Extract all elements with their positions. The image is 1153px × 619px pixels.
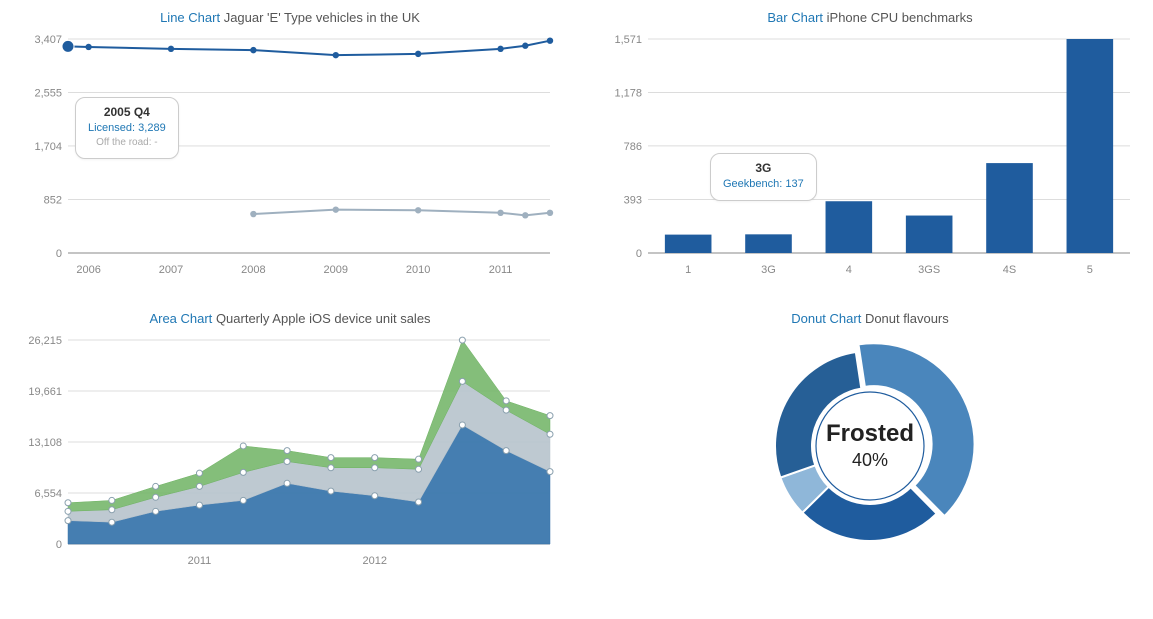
bar-chart-type-label: Bar Chart [767, 10, 823, 25]
svg-text:5: 5 [1087, 264, 1093, 276]
svg-text:2009: 2009 [324, 264, 348, 276]
donut-center-name: Frosted [800, 420, 940, 448]
svg-text:0: 0 [56, 539, 62, 551]
svg-text:2007: 2007 [159, 264, 183, 276]
svg-text:2010: 2010 [406, 264, 430, 276]
donut-chart-title: Donut Chart Donut flavours [600, 311, 1140, 326]
tooltip-header: 2005 Q4 [88, 104, 166, 121]
svg-text:0: 0 [636, 248, 642, 260]
donut-chart-area[interactable]: Frosted 40% [600, 332, 1140, 552]
svg-text:19,661: 19,661 [28, 386, 62, 398]
area-chart-subtitle: Quarterly Apple iOS device unit sales [216, 311, 431, 326]
line-chart-tooltip: 2005 Q4 Licensed: 3,289 Off the road: - [75, 97, 179, 159]
area-chart-type-label: Area Chart [149, 311, 212, 326]
tooltip-value: Licensed: 3,289 [88, 121, 166, 136]
line-chart-type-label: Line Chart [160, 10, 220, 25]
bar-chart-subtitle: iPhone CPU benchmarks [827, 10, 973, 25]
bar-chart-area[interactable]: 0 393 786 1,178 1,571 1 3G 4 3GS 4S 5 3G Geekbench… [600, 31, 1140, 281]
line-chart-title: Line Chart Jaguar 'E' Type vehicles in t… [20, 10, 560, 25]
svg-text:1: 1 [685, 264, 691, 276]
area-chart-area[interactable]: 0 6,554 13,108 19,661 26,215 2011 2012 [20, 332, 560, 572]
svg-text:6,554: 6,554 [34, 488, 62, 500]
svg-text:13,108: 13,108 [28, 437, 62, 449]
bar-chart-tooltip: 3G Geekbench: 137 [710, 153, 817, 201]
donut-center-label: Frosted 40% [800, 420, 940, 471]
svg-text:2011: 2011 [489, 264, 513, 276]
line-chart-area[interactable]: 0 852 1,704 2,555 3,407 2006 2007 2008 2009 2010 2… [20, 31, 560, 281]
tooltip-header: 3G [723, 160, 804, 177]
svg-text:1,178: 1,178 [614, 88, 642, 100]
svg-text:3G: 3G [761, 264, 776, 276]
donut-center-pct: 40% [800, 450, 940, 471]
bar-chart-title: Bar Chart iPhone CPU benchmarks [600, 10, 1140, 25]
donut-chart-type-label: Donut Chart [791, 311, 861, 326]
svg-text:3GS: 3GS [918, 264, 940, 276]
svg-text:786: 786 [624, 141, 642, 153]
svg-text:3,407: 3,407 [34, 34, 62, 46]
svg-text:852: 852 [44, 194, 62, 206]
donut-chart-panel: Donut Chart Donut flavours Frosted 40% [600, 311, 1140, 572]
donut-chart-subtitle: Donut flavours [865, 311, 949, 326]
bar-chart-panel: Bar Chart iPhone CPU benchmarks 0 393 786 1… [600, 10, 1140, 281]
svg-text:26,215: 26,215 [28, 335, 62, 347]
line-chart-subtitle: Jaguar 'E' Type vehicles in the UK [224, 10, 420, 25]
svg-text:4S: 4S [1003, 264, 1016, 276]
line-chart-panel: Line Chart Jaguar 'E' Type vehicles in t… [20, 10, 560, 281]
area-chart-panel: Area Chart Quarterly Apple iOS device un… [20, 311, 560, 572]
svg-text:2012: 2012 [362, 555, 386, 567]
svg-text:0: 0 [56, 248, 62, 260]
svg-text:1,704: 1,704 [34, 141, 62, 153]
svg-text:393: 393 [624, 194, 642, 206]
svg-text:2,555: 2,555 [34, 88, 62, 100]
svg-text:1,571: 1,571 [614, 34, 642, 46]
svg-text:2011: 2011 [188, 555, 212, 567]
svg-text:4: 4 [846, 264, 852, 276]
tooltip-value: Geekbench: 137 [723, 177, 804, 192]
svg-text:2006: 2006 [76, 264, 100, 276]
svg-text:2008: 2008 [241, 264, 265, 276]
tooltip-sub: Off the road: - [88, 136, 166, 150]
area-chart-title: Area Chart Quarterly Apple iOS device un… [20, 311, 560, 326]
